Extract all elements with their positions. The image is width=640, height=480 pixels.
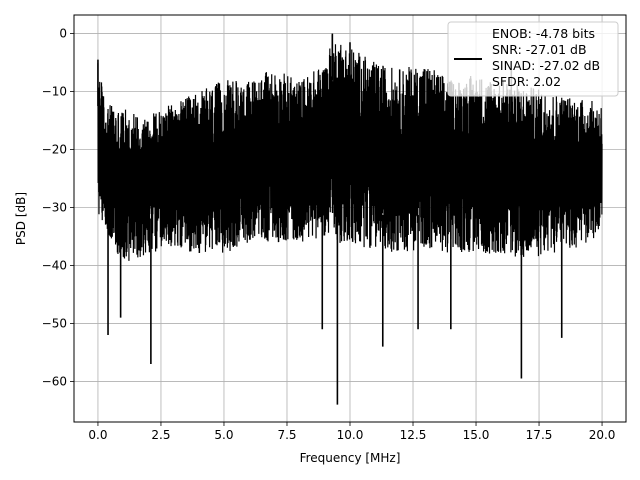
legend-enob: ENOB: -4.78 bits: [492, 26, 595, 41]
y-tick-label: −20: [42, 143, 67, 157]
x-tick-label: 10.0: [337, 428, 364, 442]
legend-sfdr: SFDR: 2.02: [492, 74, 561, 89]
legend-box: [447, 21, 619, 97]
legend: ENOB: -4.78 bits SNR: -27.01 dB SINAD: -…: [447, 21, 619, 97]
y-tick-label: 0: [59, 27, 67, 41]
y-tick-label: −60: [42, 374, 67, 388]
x-tick-label: 2.5: [151, 428, 170, 442]
data-layer: [97, 33, 603, 405]
x-tick-label: 15.0: [463, 428, 490, 442]
y-tick-label: −40: [42, 258, 67, 272]
legend-label: ENOB: -4.78 bits SNR: -27.01 dB SINAD: -…: [492, 26, 604, 89]
x-tick-label: 5.0: [214, 428, 233, 442]
legend-snr: SNR: -27.01 dB: [492, 42, 587, 57]
x-axis-label: Frequency [MHz]: [300, 451, 401, 465]
y-tick-label: −30: [42, 200, 67, 214]
legend-sinad: SINAD: -27.02 dB: [492, 58, 600, 73]
x-tick-label: 7.5: [277, 428, 296, 442]
x-tick-label: 12.5: [400, 428, 427, 442]
y-ticks: 0 −10 −20 −30 −40 −50 −60: [42, 27, 74, 388]
x-tick-label: 20.0: [589, 428, 616, 442]
x-tick-label: 0.0: [88, 428, 107, 442]
y-tick-label: −10: [42, 85, 67, 99]
y-tick-label: −50: [42, 316, 67, 330]
x-tick-label: 17.5: [526, 428, 553, 442]
x-ticks: 0.0 2.5 5.0 7.5 10.0 12.5 15.0 17.5 20.0: [88, 422, 615, 442]
y-axis-label: PSD [dB]: [14, 192, 28, 245]
